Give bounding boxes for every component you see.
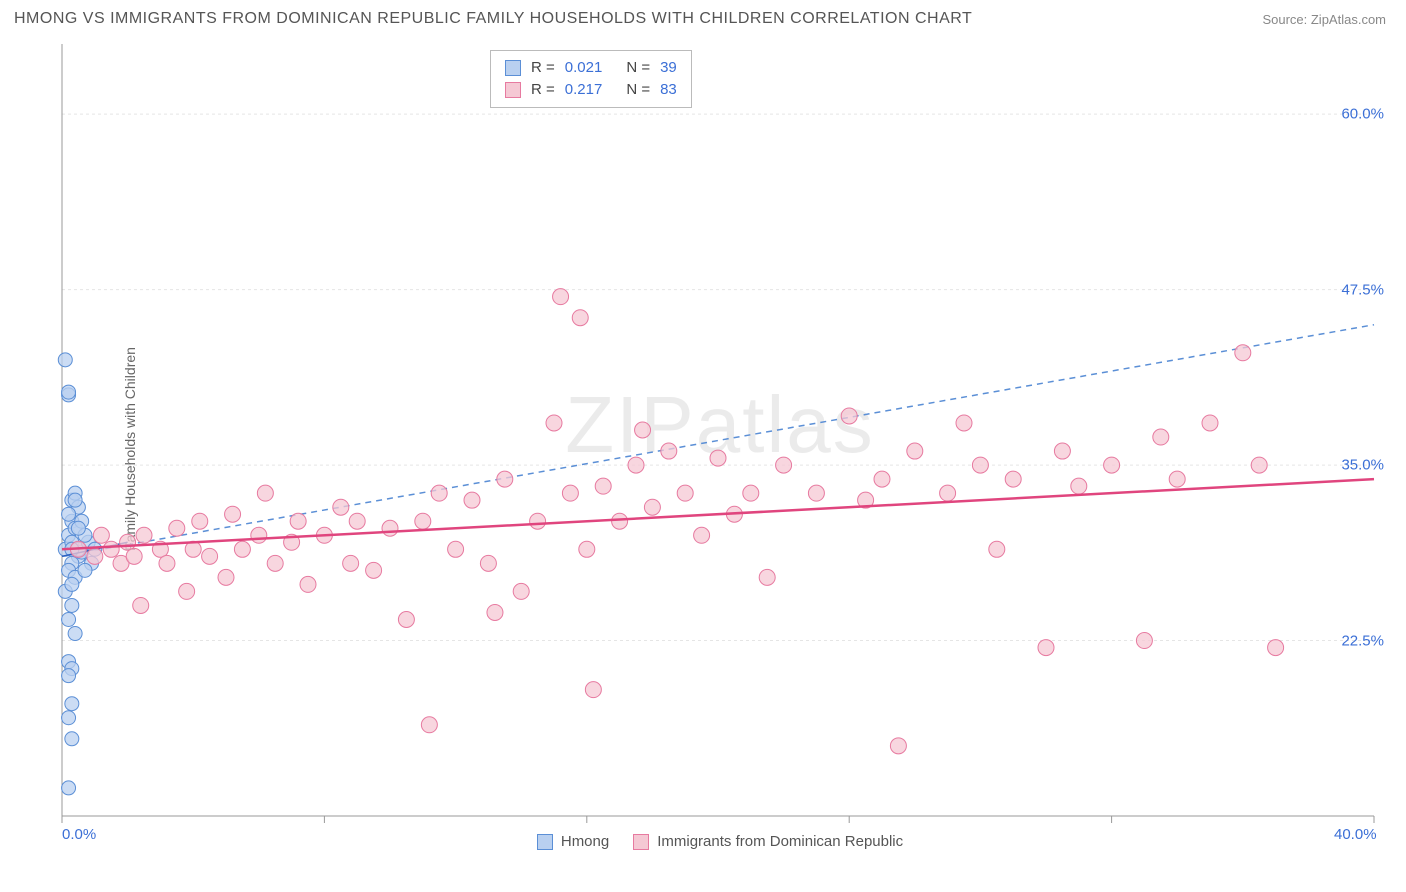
swatch-dominican-icon xyxy=(633,834,649,850)
x-tick-label: 40.0% xyxy=(1334,826,1377,843)
y-tick-label: 47.5% xyxy=(1341,281,1384,298)
r-label: R = xyxy=(531,79,555,101)
r-value-1: 0.217 xyxy=(565,79,603,101)
legend-item-dominican: Immigrants from Dominican Republic xyxy=(633,833,903,850)
swatch-hmong-icon xyxy=(505,60,521,76)
r-value-0: 0.021 xyxy=(565,57,603,79)
r-label: R = xyxy=(531,57,555,79)
rn-row-1: R = 0.217 N = 83 xyxy=(505,79,677,101)
y-tick-label: 35.0% xyxy=(1341,457,1384,474)
swatch-hmong-icon xyxy=(537,834,553,850)
rn-legend: R = 0.021 N = 39 R = 0.217 N = 83 xyxy=(490,50,692,108)
header: HMONG VS IMMIGRANTS FROM DOMINICAN REPUB… xyxy=(0,0,1406,34)
swatch-dominican-icon xyxy=(505,82,521,98)
n-value-1: 83 xyxy=(660,79,677,101)
n-value-0: 39 xyxy=(660,57,677,79)
x-tick-label: 0.0% xyxy=(62,826,96,843)
legend-label-0: Hmong xyxy=(561,833,609,850)
legend-item-hmong: Hmong xyxy=(537,833,609,850)
chart-area: Family Households with Children ZIPatlas… xyxy=(50,44,1390,854)
n-label: N = xyxy=(626,57,650,79)
legend-label-1: Immigrants from Dominican Republic xyxy=(657,833,903,850)
y-tick-label: 60.0% xyxy=(1341,106,1384,123)
bottom-legend: Hmong Immigrants from Dominican Republic xyxy=(50,833,1390,850)
y-tick-label: 22.5% xyxy=(1341,632,1384,649)
rn-row-0: R = 0.021 N = 39 xyxy=(505,57,677,79)
source-label: Source: ZipAtlas.com xyxy=(1262,12,1386,27)
n-label: N = xyxy=(626,79,650,101)
page-title: HMONG VS IMMIGRANTS FROM DOMINICAN REPUB… xyxy=(14,10,972,28)
scatter-plot xyxy=(50,44,1390,854)
